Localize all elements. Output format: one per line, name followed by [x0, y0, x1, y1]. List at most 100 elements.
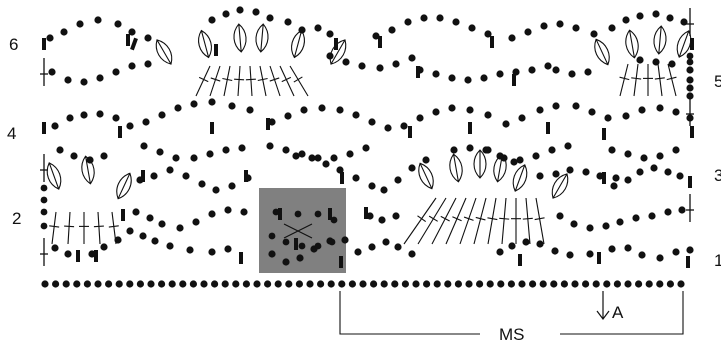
chain-stitch-dot — [100, 243, 108, 251]
chain-stitch-dot — [358, 62, 366, 70]
chain-stitch-dot — [190, 100, 198, 108]
chain-stitch-dot — [672, 146, 680, 154]
chain-stitch-dot — [588, 108, 596, 116]
single-crochet-mark — [334, 38, 338, 50]
chain-stitch-dot — [368, 182, 376, 190]
single-crochet-mark — [690, 126, 694, 138]
treble-crossbar — [234, 78, 245, 81]
chain-stitch-dot — [622, 16, 630, 24]
chain-stitch-dot — [624, 244, 632, 252]
chain-stitch-dot — [686, 52, 694, 60]
chain-stitch-dot — [264, 280, 272, 288]
chain-stitch-dot — [96, 74, 104, 82]
chain-stitch-dot — [51, 244, 59, 252]
chain-stitch-dot — [686, 76, 694, 84]
single-crochet-mark — [118, 126, 122, 138]
treble-crossbar — [534, 217, 545, 221]
chain-stitch-dot — [80, 111, 88, 119]
chain-stitch-dot — [182, 172, 190, 180]
chain-stitch-dot — [336, 166, 344, 174]
chain-stitch-dot — [468, 24, 476, 32]
chain-stitch-dot — [648, 212, 656, 220]
chain-stitch-dot — [56, 146, 64, 154]
chain-stitch-dot — [128, 28, 136, 36]
chain-stitch-dot — [497, 280, 505, 288]
chain-stitch-dot — [638, 251, 646, 259]
chain-stitch-dot — [236, 6, 244, 14]
chain-stitch-dot — [610, 182, 618, 190]
chain-stitch-dot — [465, 280, 473, 288]
chain-stitch-dot — [496, 70, 504, 78]
cluster-leaf-symbol — [512, 164, 528, 192]
chain-stitch-dot — [510, 158, 518, 166]
cluster-leaf-symbol — [551, 173, 569, 199]
chain-stitch-dot — [466, 106, 474, 114]
chain-stitch-dot — [656, 280, 664, 288]
chain-stitch-dot — [144, 60, 152, 68]
treble-stitch-symbol — [223, 65, 231, 97]
chain-stitch-dot — [536, 240, 544, 248]
single-crochet-mark — [121, 209, 125, 221]
chain-stitch-dot — [544, 62, 552, 70]
chain-stitch-dot — [376, 64, 384, 72]
chain-stitch-dot — [242, 280, 250, 288]
chain-stitch-dot — [672, 248, 680, 256]
chain-stitch-dot — [450, 146, 458, 154]
chain-stitch-dot — [156, 148, 164, 156]
chain-stitch-dot — [186, 246, 194, 254]
chain-stitch-dot — [224, 245, 232, 253]
chain-stitch-dot — [96, 110, 104, 118]
treble-stitch-symbol — [501, 197, 507, 245]
chain-stitch-dot — [604, 114, 612, 122]
treble-crossbar — [619, 76, 630, 81]
chain-stitch-dot — [612, 174, 620, 182]
treble-stitch-symbol — [289, 65, 309, 97]
chain-stitch-dot — [126, 122, 134, 130]
chain-stitch-dot — [454, 280, 462, 288]
chain-stitch-dot — [686, 84, 694, 92]
treble-stitch-symbol — [279, 65, 295, 97]
chain-stitch-dot — [686, 58, 694, 66]
single-crochet-mark — [602, 172, 606, 184]
chain-stitch-dot — [266, 14, 274, 22]
treble-stitch-symbol — [525, 197, 531, 245]
chain-stitch-dot — [76, 20, 84, 28]
chain-stitch-dot — [208, 16, 216, 24]
chain-stitch-dot — [126, 280, 134, 288]
single-crochet-mark — [130, 37, 138, 51]
chain-stitch-dot — [586, 224, 594, 232]
chain-stitch-dot — [272, 208, 280, 216]
chain-stitch-dot — [166, 242, 174, 250]
chain-stitch-dot — [295, 280, 303, 288]
chain-stitch-dot — [536, 172, 544, 180]
chain-stitch-dot — [645, 280, 653, 288]
chain-stitch-dot — [128, 62, 136, 70]
chain-stitch-dot — [664, 208, 672, 216]
stitch-symbols — [40, 6, 694, 288]
arrow-down-icon — [596, 291, 610, 320]
single-crochet-mark — [408, 126, 412, 138]
chain-stitch-dot — [40, 184, 48, 192]
chain-stitch-dot — [132, 208, 140, 216]
chain-stitch-dot — [238, 144, 246, 152]
chain-stitch-dot — [392, 212, 400, 220]
single-crochet-mark — [42, 122, 46, 134]
treble-crossbar — [64, 225, 75, 228]
treble-stitch-symbol — [667, 63, 677, 97]
chain-stitch-dot — [624, 176, 632, 184]
cluster-leaf-symbol — [116, 172, 132, 200]
chain-stitch-dot — [190, 154, 198, 162]
treble-stitch-symbol — [403, 197, 437, 245]
row-label-4: 4 — [7, 124, 16, 143]
chain-stitch-dot — [372, 32, 380, 40]
chain-stitch-dot — [666, 280, 675, 288]
chain-stitch-dot — [100, 152, 108, 160]
chain-stitch-dot — [200, 280, 208, 288]
chain-stitch-dot — [317, 280, 325, 288]
single-crochet-mark — [597, 252, 601, 264]
treble-stitch-symbol — [417, 197, 447, 245]
treble-stitch-symbol — [535, 197, 545, 245]
treble-stitch-symbol — [473, 197, 487, 245]
chain-stitch-dot — [308, 154, 316, 162]
